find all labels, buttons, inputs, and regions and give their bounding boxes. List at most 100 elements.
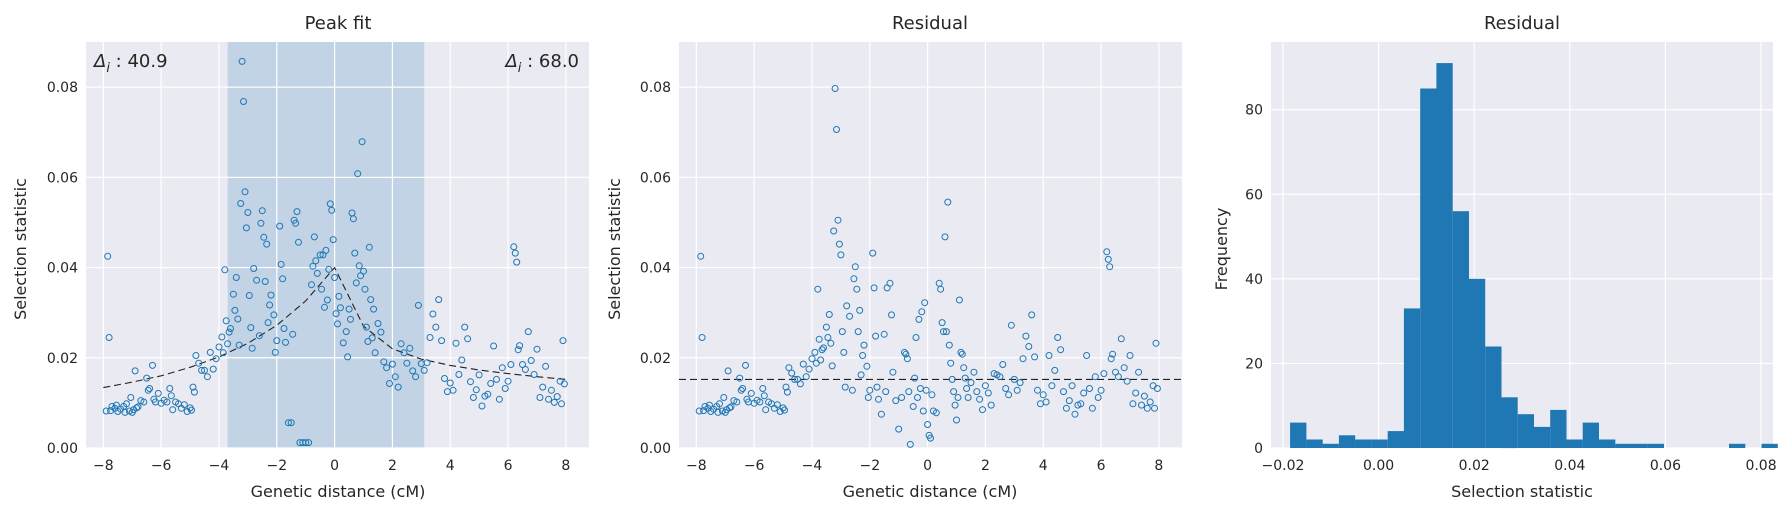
data-point [235,341,243,349]
x-axis-label: Selection statistic [1451,482,1593,501]
data-point [788,369,796,377]
data-point [1071,410,1079,418]
data-point [287,419,295,427]
data-point [257,219,265,227]
data-point [964,394,972,401]
data-point [189,383,197,391]
data-point [190,388,198,396]
data-point [955,296,963,304]
data-point [1051,366,1059,374]
data-point [906,440,914,448]
data-point [791,375,799,383]
data-point [308,281,315,289]
data-point [1143,404,1151,412]
highlight-region [227,42,425,448]
data-point [720,394,728,401]
data-point [924,421,932,428]
data-point [203,373,211,381]
data-point [958,350,966,358]
data-point [697,252,705,260]
data-point [510,243,518,251]
data-point [331,274,339,281]
data-point [783,388,791,396]
data-point [848,386,856,394]
y-tick-label: 60 [1245,187,1263,203]
data-point [131,367,139,375]
data-point [277,260,285,268]
data-point [818,346,826,354]
data-point [467,378,474,386]
data-point [242,224,250,232]
data-point [271,348,279,356]
y-tick-label: 0.06 [47,170,78,186]
data-point [329,236,337,244]
data-point [919,407,927,415]
data-point [163,398,171,406]
histogram-bar [1647,443,1664,448]
data-point [1068,382,1076,390]
peak-fit-panel: −8 −6 −4 −2 0 2 4 6 8 0.00 0.02 0.04 0.06 0.08 Peak … [11,13,589,501]
x-tick-label: −6 [744,458,765,474]
data-point [452,339,460,347]
data-point [335,292,343,300]
data-point [188,406,195,414]
x-tick-label: −6 [151,458,172,474]
data-point [553,393,561,401]
x-tick-label: −8 [93,458,114,474]
data-point [144,386,152,394]
data-point [1153,385,1161,392]
data-point [1109,350,1117,358]
data-point [215,343,223,351]
data-point [495,395,503,403]
data-point [542,362,550,370]
y-tick-label: 0.04 [47,261,78,277]
y-axis-label: Selection statistic [11,178,30,320]
data-point [435,296,443,304]
data-point [266,301,274,309]
x-axis-label: Genetic distance (cM) [843,482,1018,501]
histogram-bar [1631,443,1648,448]
data-point [406,344,414,352]
data-point [954,394,962,401]
data-point [255,332,263,340]
histogram-bar [1599,439,1616,448]
data-point [209,365,217,373]
data-point [232,274,240,281]
plot-area [679,42,1182,448]
data-point [742,361,749,369]
x-axis-label: Genetic distance (cM) [251,482,426,501]
data-point [733,398,741,406]
data-point [260,233,268,241]
data-point [869,249,877,257]
data-point [258,207,266,215]
data-point [336,304,344,312]
data-point [837,251,845,259]
data-point [121,408,129,416]
histogram-bar [1420,88,1437,448]
y-axis-label: Selection statistic [605,178,624,320]
histogram-bar [1387,431,1404,448]
data-point [1104,255,1112,263]
data-point [371,349,379,357]
histogram-bar [1452,211,1469,448]
data-point [835,240,843,248]
data-point [736,374,744,382]
data-point [516,342,524,350]
data-point [973,388,981,396]
x-tick-label: 6 [504,458,513,474]
data-point [714,408,722,416]
data-point [458,356,466,364]
data-point [536,394,544,401]
data-point [824,334,832,341]
data-point [244,209,252,216]
x-tick-label: 8 [561,458,570,474]
x-tick-label: 0.00 [1363,458,1394,474]
data-point [944,198,952,206]
data-point [854,328,862,336]
data-point [1088,404,1096,412]
data-point [1060,388,1067,396]
data-point [221,266,229,274]
y-tick-label: 0.04 [640,261,671,277]
x-tick-label: −8 [686,458,707,474]
data-point [967,379,975,387]
